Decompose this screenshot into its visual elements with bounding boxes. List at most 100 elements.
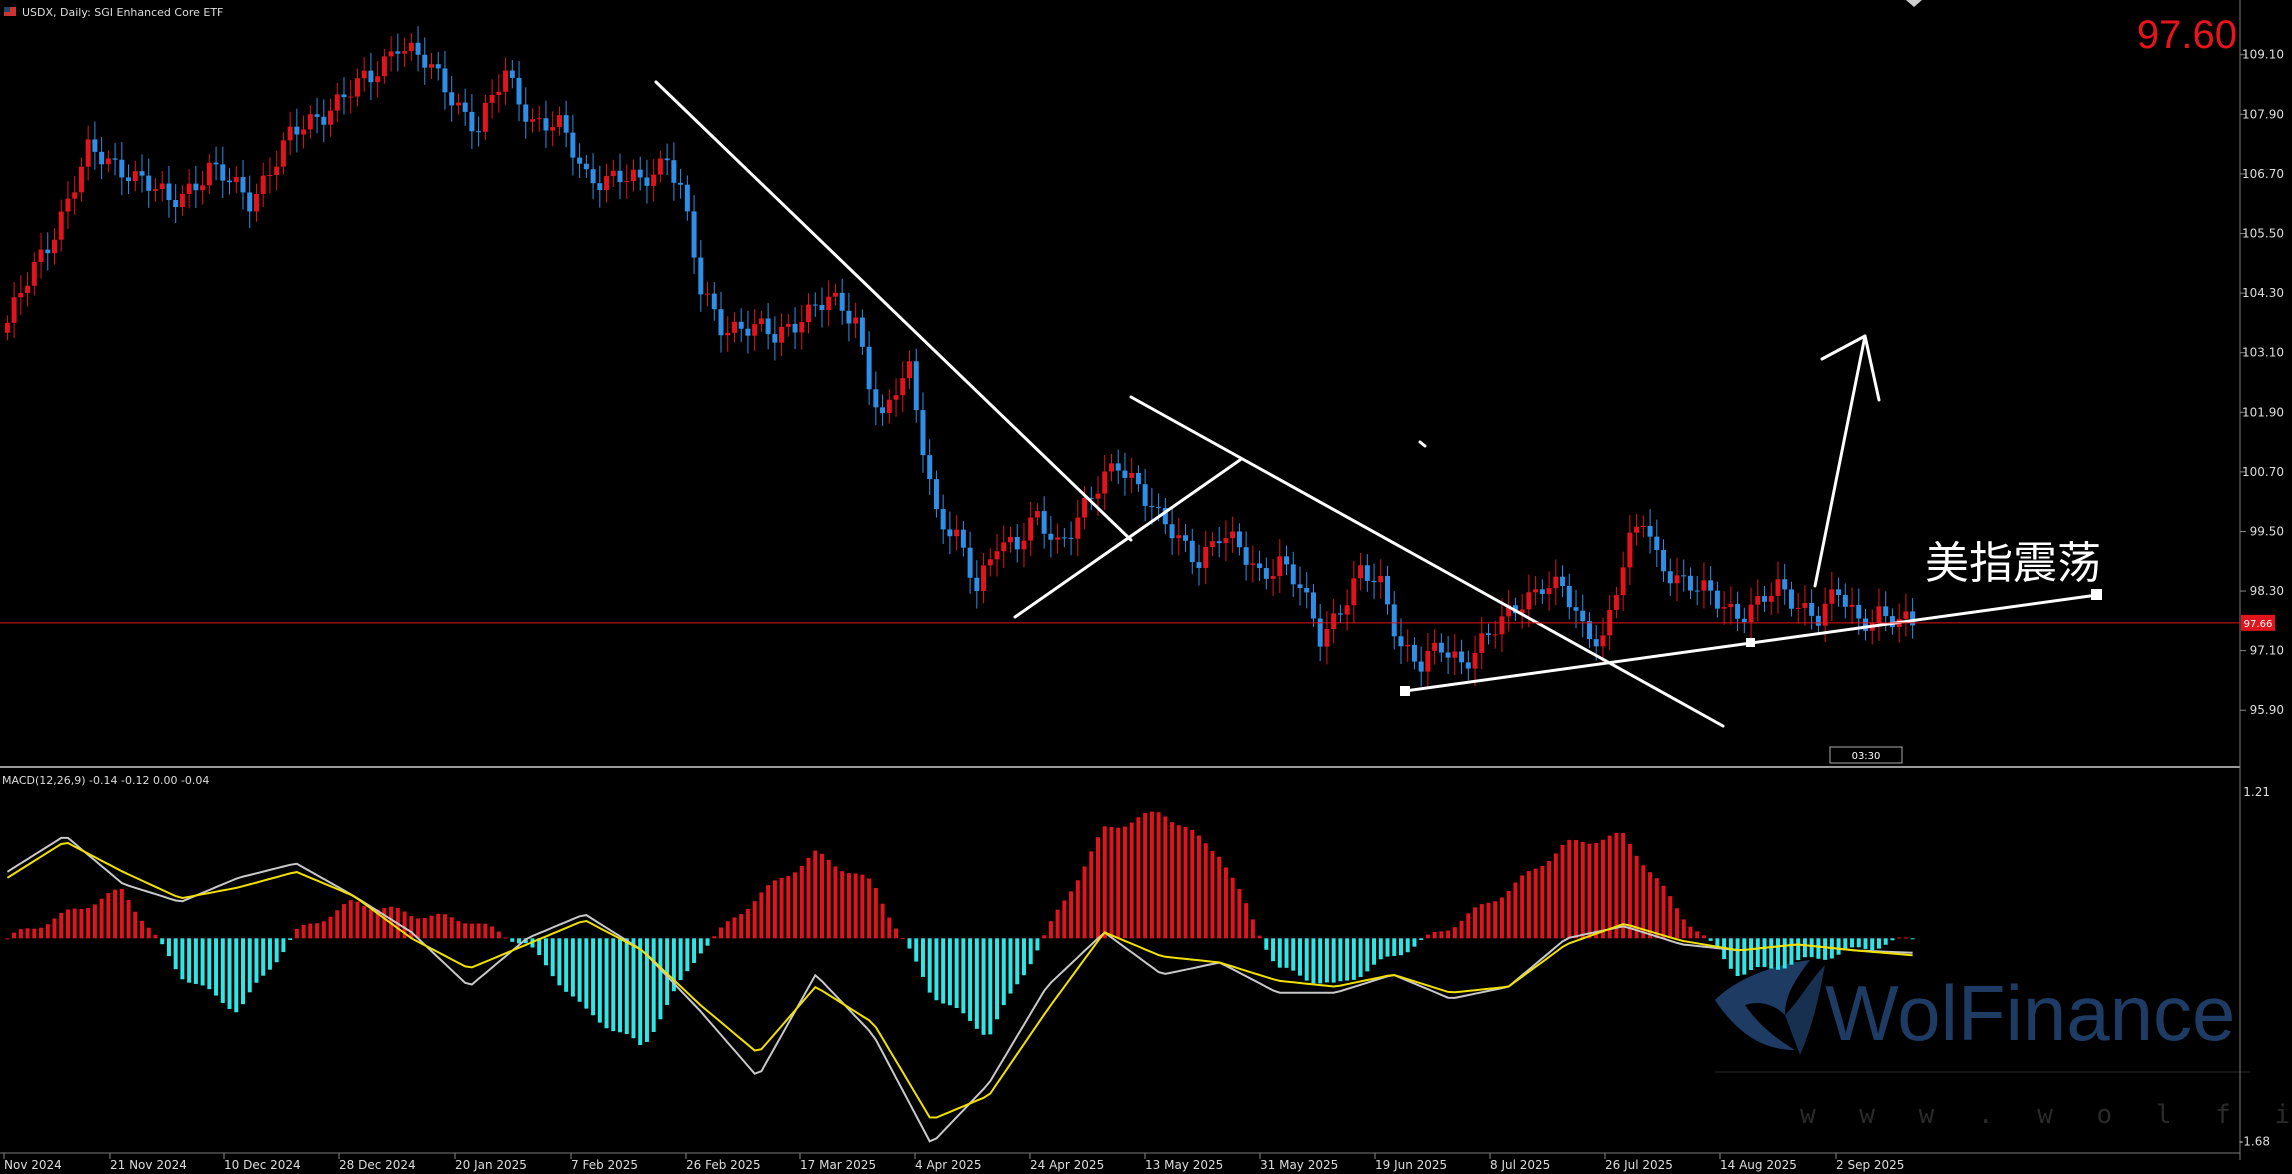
candle	[260, 162, 266, 208]
macd-bar	[1028, 938, 1033, 965]
candle	[395, 33, 401, 72]
candle	[1721, 591, 1727, 625]
macd-bar	[106, 893, 111, 939]
macd-bar	[1055, 909, 1060, 939]
scroll-marker-icon[interactable]	[1906, 0, 1922, 7]
macd-bar	[1096, 837, 1101, 939]
candle	[72, 176, 78, 215]
small-mark[interactable]	[1418, 440, 1427, 448]
candle	[1270, 559, 1276, 596]
candle	[287, 111, 293, 156]
candle	[590, 153, 596, 200]
macd-bar	[308, 923, 313, 939]
y-tick-label: 105.50	[2242, 227, 2284, 241]
macd-bar	[1176, 825, 1181, 939]
candle	[132, 160, 138, 192]
candle	[280, 132, 286, 175]
candle	[610, 159, 616, 188]
candle	[449, 76, 455, 122]
macd-bar	[840, 871, 845, 939]
candle	[193, 165, 199, 209]
macd-panel	[5, 811, 1915, 1143]
candle	[200, 170, 206, 205]
candle	[1788, 581, 1794, 617]
candle	[1910, 598, 1916, 639]
candle	[119, 142, 125, 196]
macd-bar	[1681, 919, 1686, 939]
macd-bar	[483, 923, 488, 939]
macd-bar	[200, 938, 205, 986]
candle	[1539, 579, 1545, 604]
handle-end[interactable]	[2091, 589, 2102, 600]
macd-bar	[1190, 829, 1195, 939]
macd-bar	[1291, 938, 1296, 971]
macd-bar	[638, 938, 643, 1045]
y-tick-label: 100.70	[2242, 465, 2284, 479]
macd-bar	[786, 876, 791, 939]
handle-mid[interactable]	[1746, 638, 1755, 647]
macd-bar	[18, 929, 23, 939]
candle	[1425, 633, 1431, 690]
forecast-arrow-head-right[interactable]	[1863, 334, 1881, 402]
candle	[1196, 544, 1202, 586]
candle	[354, 68, 360, 107]
downtrend-line-1[interactable]	[654, 80, 1133, 542]
candle	[1135, 465, 1141, 492]
candle	[1479, 616, 1485, 670]
handle-start[interactable]	[1400, 686, 1410, 696]
macd-bar	[517, 938, 522, 944]
macd-bar	[469, 923, 474, 939]
candle	[1667, 558, 1673, 597]
wolf-logo-icon	[1715, 960, 1825, 1055]
candle	[617, 153, 623, 200]
trendline-handles[interactable]	[1400, 589, 2102, 696]
macd-bar	[819, 853, 824, 939]
macd-bar	[214, 938, 219, 996]
candle	[274, 151, 280, 191]
macd-bar	[1654, 878, 1659, 939]
macd-bar	[1425, 934, 1430, 939]
macd-bar	[752, 901, 757, 939]
candle	[1903, 593, 1909, 637]
candle	[368, 52, 374, 101]
macd-bar	[1331, 938, 1336, 983]
macd-bar	[32, 928, 37, 939]
macd-bar	[1648, 872, 1653, 939]
macd-bar	[1843, 938, 1848, 951]
candle	[1640, 515, 1646, 538]
macd-bar	[685, 938, 690, 972]
macd-bar	[1627, 844, 1632, 939]
y-tick-label: 106.70	[2242, 167, 2284, 181]
candle	[1533, 575, 1539, 606]
candle	[731, 312, 737, 343]
downtrend-line-2[interactable]	[1129, 395, 1725, 728]
forecast-arrow-shaft[interactable]	[1813, 334, 1867, 588]
candle	[227, 168, 233, 195]
macd-bar	[315, 923, 320, 939]
macd-bar	[604, 938, 609, 1029]
candle	[1364, 554, 1370, 592]
chart-header: USDX, Daily: SGI Enhanced Core ETF	[4, 6, 223, 19]
macd-bar	[1587, 843, 1592, 939]
macd-bar	[1210, 851, 1215, 939]
macd-bar	[321, 921, 326, 939]
macd-bar	[52, 918, 57, 939]
macd-bar	[254, 938, 259, 983]
macd-bar	[503, 937, 508, 939]
candle	[1061, 528, 1067, 548]
candle	[1445, 636, 1451, 674]
candle	[920, 392, 926, 473]
macd-bar	[301, 924, 306, 939]
forecast-arrow-head-left[interactable]	[1820, 334, 1867, 361]
macd-bar	[961, 938, 966, 1014]
annotation-text: 美指震荡	[1925, 538, 2101, 589]
macd-bar	[1183, 827, 1188, 939]
candle	[146, 158, 152, 208]
candle	[85, 125, 91, 181]
macd-bar	[1493, 901, 1498, 939]
uptrend-line-1[interactable]	[1013, 458, 1242, 619]
macd-bar	[1001, 938, 1006, 1006]
macd-bar	[274, 938, 279, 963]
macd-bar	[644, 938, 649, 1042]
candle	[1506, 590, 1512, 632]
